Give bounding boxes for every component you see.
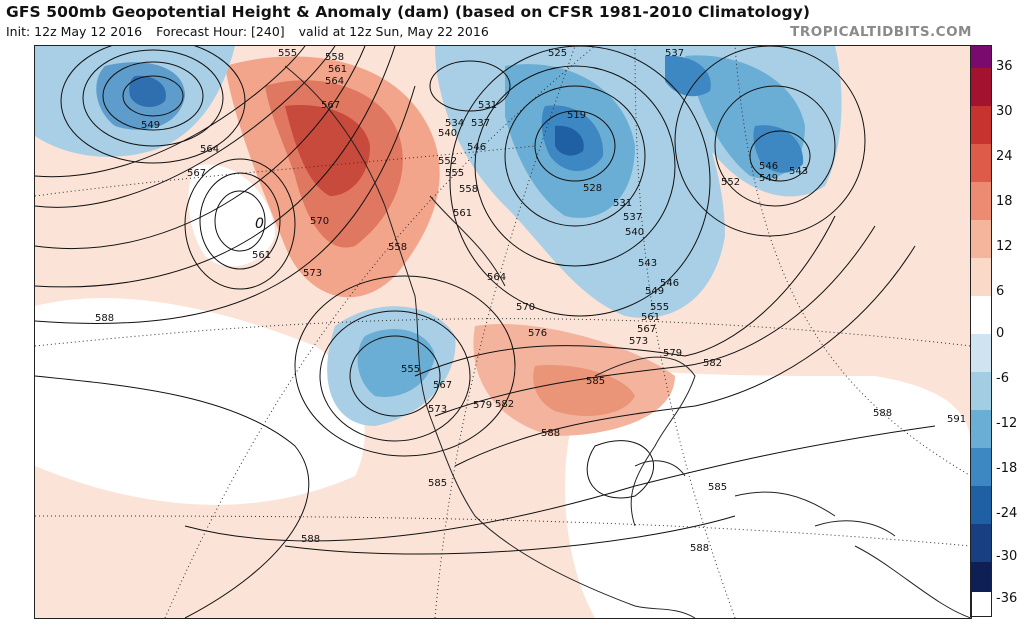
neutral-anomaly-pacific [35, 298, 365, 505]
contour-label: 558 [388, 242, 407, 253]
contour-label: 546 [467, 142, 486, 153]
contour-label: 558 [325, 52, 344, 63]
map-canvas: 555 558 561 564 567 549 564 567 570 573 … [35, 46, 971, 618]
run-info: Init: 12z May 12 2016 Forecast Hour: [24… [6, 24, 499, 39]
warm-anomaly-max [285, 105, 370, 196]
contour-label: 582 [495, 399, 514, 410]
contour-label: 549 [141, 120, 160, 131]
colorbar-tick: 18 [996, 194, 1013, 209]
colorbar-tick: 0 [996, 326, 1005, 341]
contour-label: 534 [445, 118, 464, 129]
init-time: Init: 12z May 12 2016 [6, 24, 143, 39]
contour-label: 558 [459, 184, 478, 195]
colorbar-tick: 36 [996, 59, 1013, 74]
contour-label: 588 [690, 543, 709, 554]
colorbar-tick: 30 [996, 104, 1013, 119]
coastlines [284, 65, 971, 618]
contour-label: 579 [473, 400, 492, 411]
contour-label: 579 [663, 348, 682, 359]
contour-label: 564 [325, 76, 344, 87]
contour-label: 540 [625, 227, 644, 238]
contour-label: 537 [623, 212, 642, 223]
map-title: GFS 500mb Geopotential Height & Anomaly … [6, 3, 811, 21]
colorbar-tick: -36 [996, 591, 1018, 606]
contour-label: 573 [428, 404, 447, 415]
contour-label: 552 [721, 177, 740, 188]
colorbar-tick: -30 [996, 549, 1018, 564]
anomaly-colorbar [970, 45, 992, 617]
weather-map: 555 558 561 564 567 549 564 567 570 573 … [34, 45, 972, 619]
contour-label: 555 [278, 48, 297, 59]
contour-label: 564 [487, 272, 506, 283]
contour-label: 564 [200, 144, 219, 155]
low-center-marker: 0 [255, 216, 264, 232]
contour-label: 552 [438, 156, 457, 167]
contour-label: 588 [95, 313, 114, 324]
contour-label: 576 [528, 328, 547, 339]
contour-label: 543 [638, 258, 657, 269]
contour-label: 537 [665, 48, 684, 59]
contour-label: 561 [453, 208, 472, 219]
contour-label: 543 [789, 166, 808, 177]
contour-label: 549 [645, 286, 664, 297]
colorbar-tick: 6 [996, 284, 1005, 299]
contour-label: 561 [328, 64, 347, 75]
contour-label: 525 [548, 48, 567, 59]
contour-label: 549 [759, 173, 778, 184]
colorbar-tick: -18 [996, 461, 1018, 476]
contour-label: 540 [438, 128, 457, 139]
colorbar-tick: 24 [996, 149, 1013, 164]
contour-label: 555 [650, 302, 669, 313]
colorbar-tick: -24 [996, 506, 1018, 521]
contour-label: 546 [759, 161, 778, 172]
contour-label: 588 [301, 534, 320, 545]
contour-label: 567 [321, 100, 340, 111]
contour-label: 585 [428, 478, 447, 489]
colorbar-tick: 12 [996, 239, 1013, 254]
contour-label: 561 [641, 312, 660, 323]
height-contours [35, 46, 936, 618]
contour-label: 573 [303, 268, 322, 279]
contour-label: 519 [567, 110, 586, 121]
contour-label: 555 [445, 168, 464, 179]
contour-label: 537 [471, 118, 490, 129]
contour-label: 546 [660, 278, 679, 289]
contour-label: 567 [187, 168, 206, 179]
contour-label: 588 [541, 428, 560, 439]
contour-label: 528 [583, 183, 602, 194]
contour-label: 591 [947, 414, 966, 425]
site-credit: TROPICALTIDBITS.COM [790, 24, 972, 40]
forecast-hour: Forecast Hour: [240] [156, 24, 285, 39]
colorbar-tick: -6 [996, 371, 1009, 386]
colorbar-tick: -12 [996, 416, 1018, 431]
contour-label: 570 [310, 216, 329, 227]
contour-label: 585 [708, 482, 727, 493]
contour-label: 573 [629, 336, 648, 347]
contour-label: 531 [478, 100, 497, 111]
valid-time: valid at 12z Sun, May 22 2016 [298, 24, 489, 39]
graticule [35, 46, 971, 618]
contour-label: 561 [252, 250, 271, 261]
contour-label: 570 [516, 302, 535, 313]
contour-label: 567 [433, 380, 452, 391]
contour-label-group: 555 558 561 564 567 549 564 567 570 573 … [95, 48, 966, 554]
contour-label: 567 [637, 324, 656, 335]
contour-label: 588 [873, 408, 892, 419]
contour-label: 585 [586, 376, 605, 387]
warm-anomaly-central-core [533, 365, 635, 416]
contour-label: 531 [613, 198, 632, 209]
contour-label: 582 [703, 358, 722, 369]
contour-label: 555 [401, 364, 420, 375]
